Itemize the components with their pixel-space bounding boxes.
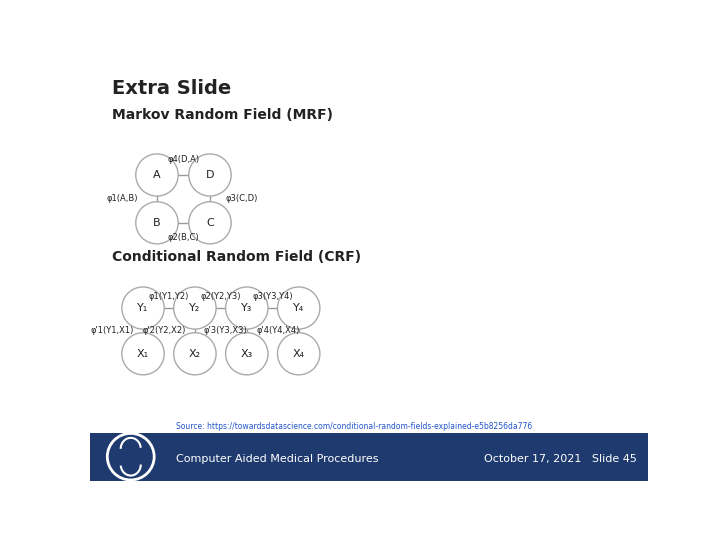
Ellipse shape <box>174 333 216 375</box>
Bar <box>90 433 648 481</box>
Ellipse shape <box>136 154 178 196</box>
Text: Markov Random Field (MRF): Markov Random Field (MRF) <box>112 109 333 123</box>
Text: Source: https://towardsdatascience.com/conditional-random-fields-explained-e5b82: Source: https://towardsdatascience.com/c… <box>176 422 533 431</box>
Text: C: C <box>206 218 214 228</box>
Text: Y₁: Y₁ <box>138 303 148 313</box>
Text: φ'2(Y2,X2): φ'2(Y2,X2) <box>143 326 186 335</box>
Ellipse shape <box>189 202 231 244</box>
Text: φ2(B,C): φ2(B,C) <box>167 233 199 242</box>
Text: A: A <box>153 170 161 180</box>
Ellipse shape <box>225 287 268 329</box>
Ellipse shape <box>225 333 268 375</box>
Text: φ3(C,D): φ3(C,D) <box>225 194 258 203</box>
Text: Y₂: Y₂ <box>189 303 201 313</box>
Text: φ1(Y1,Y2): φ1(Y1,Y2) <box>148 292 189 301</box>
Text: φ1(A,B): φ1(A,B) <box>107 194 138 203</box>
Ellipse shape <box>122 333 164 375</box>
Text: October 17, 2021   Slide 45: October 17, 2021 Slide 45 <box>484 454 637 464</box>
Ellipse shape <box>174 287 216 329</box>
Text: X₃: X₃ <box>240 349 253 359</box>
Ellipse shape <box>107 434 154 480</box>
Text: Extra Slide: Extra Slide <box>112 79 232 98</box>
Text: X₁: X₁ <box>137 349 149 359</box>
Text: B: B <box>153 218 161 228</box>
Ellipse shape <box>277 333 320 375</box>
Text: X₂: X₂ <box>189 349 201 359</box>
Text: Y₄: Y₄ <box>293 303 305 313</box>
Text: Computer Aided Medical Procedures: Computer Aided Medical Procedures <box>176 454 379 464</box>
Text: φ2(Y2,Y3): φ2(Y2,Y3) <box>200 292 240 301</box>
Text: D: D <box>206 170 215 180</box>
Ellipse shape <box>189 154 231 196</box>
Text: φ'4(Y4,X4): φ'4(Y4,X4) <box>257 326 300 335</box>
Ellipse shape <box>277 287 320 329</box>
Text: Y₃: Y₃ <box>241 303 253 313</box>
Text: φ3(Y3,Y4): φ3(Y3,Y4) <box>252 292 293 301</box>
Text: Conditional Random Field (CRF): Conditional Random Field (CRF) <box>112 250 361 264</box>
Ellipse shape <box>122 287 164 329</box>
Text: φ'3(Y3,X3): φ'3(Y3,X3) <box>203 326 247 335</box>
Ellipse shape <box>136 202 178 244</box>
Text: X₄: X₄ <box>292 349 305 359</box>
Text: φ'1(Y1,X1): φ'1(Y1,X1) <box>91 326 134 335</box>
Text: φ4(D,A): φ4(D,A) <box>167 155 199 164</box>
